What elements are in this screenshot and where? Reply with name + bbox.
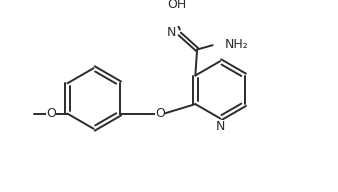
Text: O: O bbox=[46, 107, 56, 120]
Text: OH: OH bbox=[168, 0, 187, 11]
Text: N: N bbox=[215, 120, 225, 133]
Text: N: N bbox=[167, 26, 176, 39]
Text: O: O bbox=[155, 107, 165, 120]
Text: NH₂: NH₂ bbox=[225, 38, 248, 51]
